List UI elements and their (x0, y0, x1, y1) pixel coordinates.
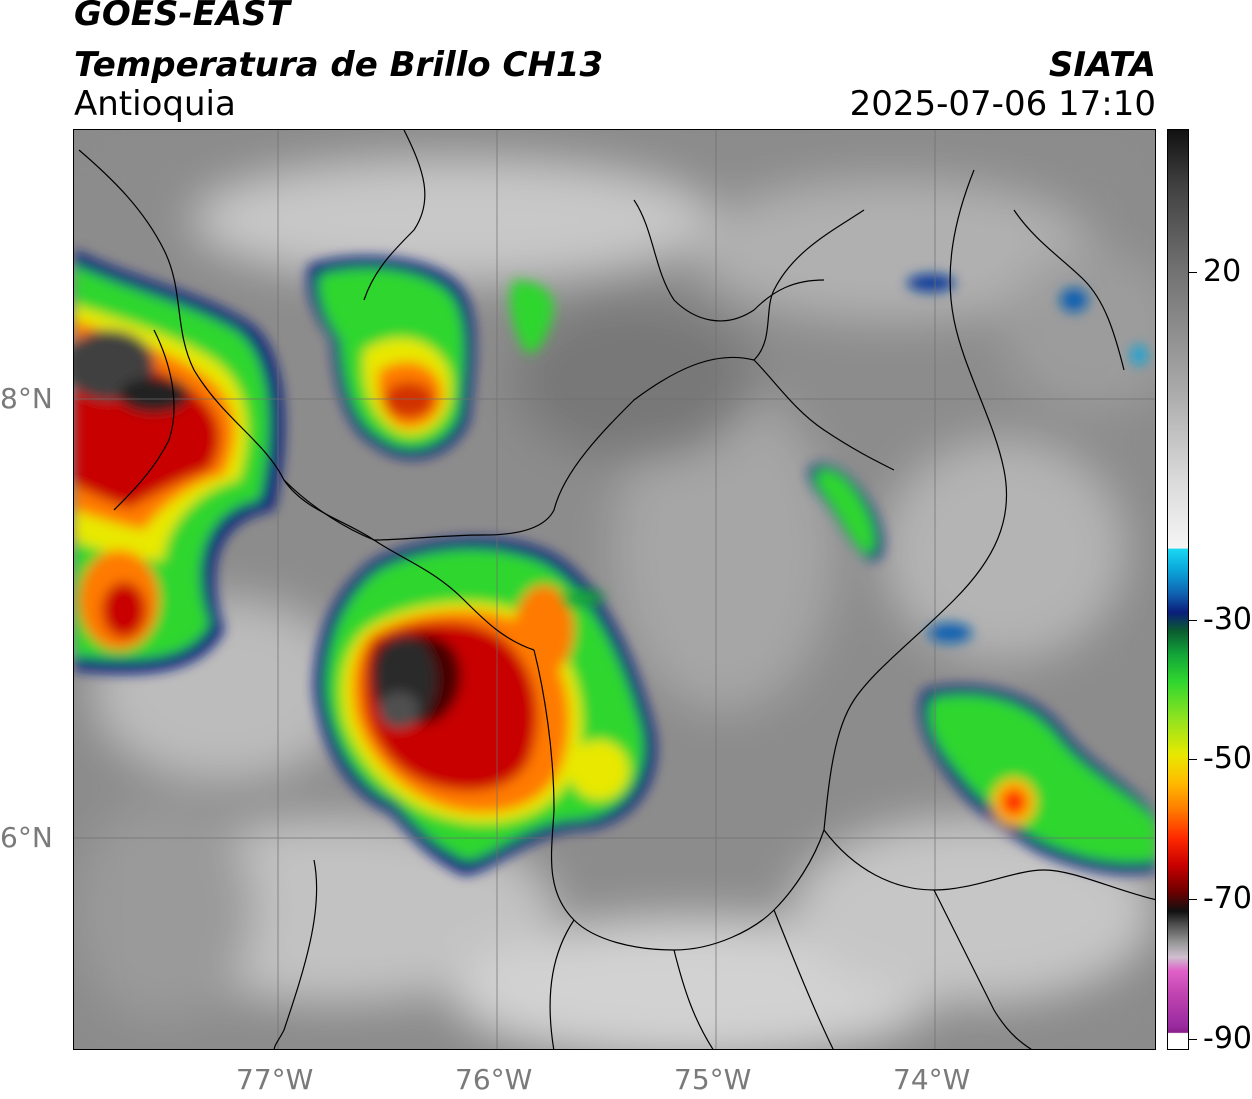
colorbar-label-20: 20 (1203, 254, 1242, 289)
storm-north (307, 256, 554, 459)
colorbar-tick-20 (1189, 272, 1197, 273)
colorbar-tick-neg30 (1189, 620, 1197, 621)
storm-central (314, 537, 656, 875)
storm-east (808, 464, 1155, 874)
lat-label-8n: 8°N (0, 382, 53, 415)
colorbar-label-neg50: -50 (1203, 741, 1252, 776)
satellite-map (73, 129, 1156, 1050)
storm-west (74, 250, 284, 674)
lon-label-75w: 75°W (674, 1063, 752, 1096)
map-title: GOES-EAST (74, 0, 290, 34)
cloud-background (74, 130, 1155, 1049)
map-subtitle: Temperatura de Brillo CH13 (74, 45, 604, 85)
small-cells (564, 274, 1147, 643)
lon-label-77w: 77°W (236, 1063, 314, 1096)
lat-label-6n: 6°N (0, 821, 53, 854)
timestamp-label: 2025-07-06 17:10 (849, 84, 1156, 124)
lon-label-76w: 76°W (455, 1063, 533, 1096)
lon-label-74w: 74°W (893, 1063, 971, 1096)
organization-label: SIATA (1048, 45, 1156, 85)
colorbar-label-neg70: -70 (1203, 881, 1252, 916)
colorbar-tick-neg90 (1189, 1039, 1197, 1040)
region-label: Antioquia (74, 84, 236, 124)
graticule (74, 130, 1155, 1049)
colorbar-label-neg30: -30 (1203, 602, 1252, 637)
colorbar-tick-neg50 (1189, 759, 1197, 760)
political-boundaries (78, 130, 1155, 1049)
temperature-colorbar (1167, 129, 1189, 1050)
colorbar-tick-neg70 (1189, 899, 1197, 900)
satellite-imagery (74, 130, 1155, 1049)
colorbar-label-neg90: -90 (1203, 1021, 1252, 1056)
